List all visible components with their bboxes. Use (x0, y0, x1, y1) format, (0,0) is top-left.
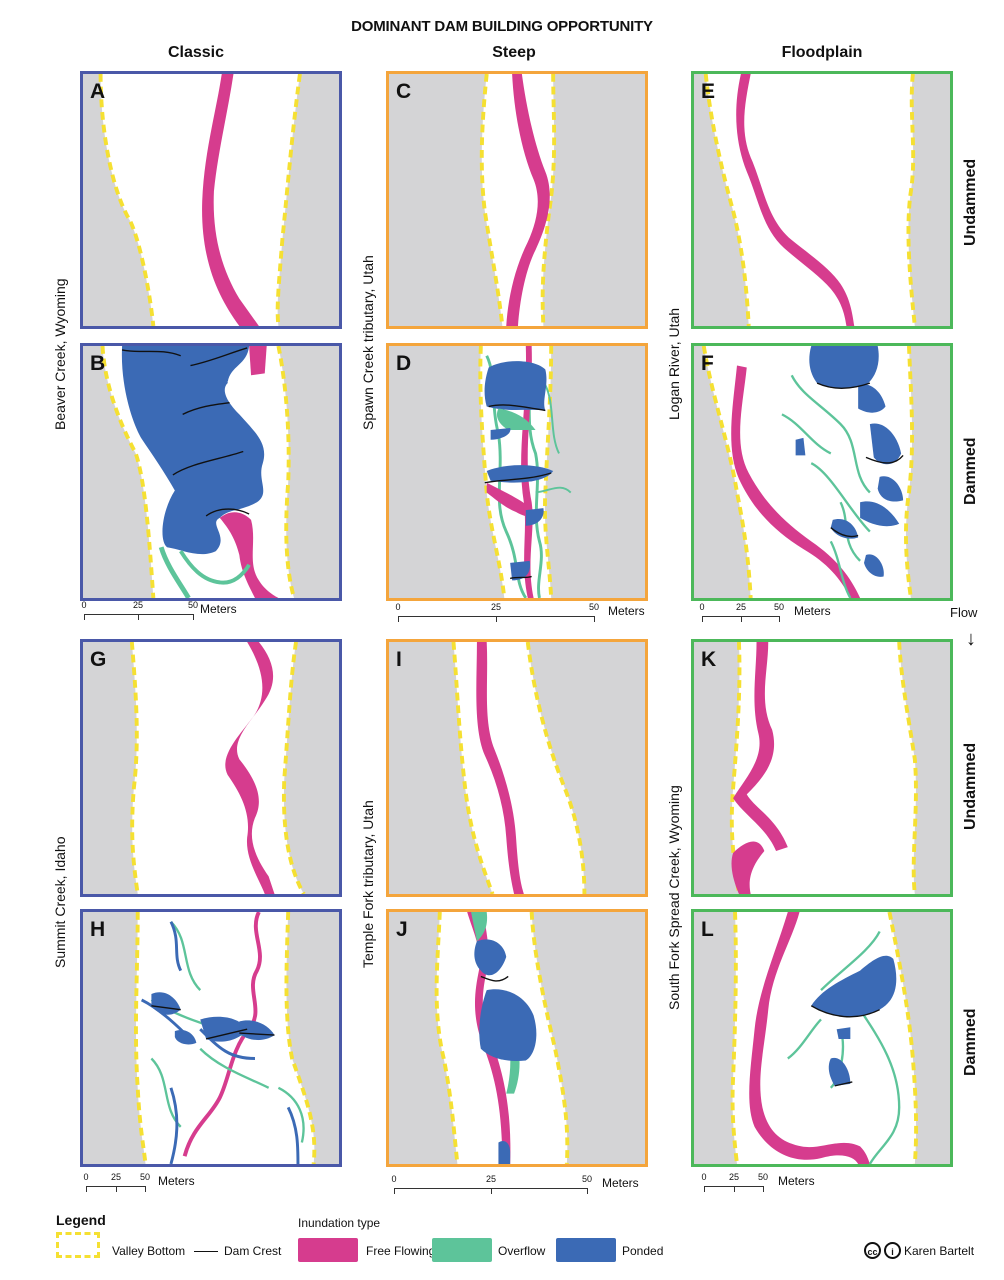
panel-g: G (80, 639, 342, 897)
panel-label-e: E (701, 80, 716, 103)
legend-ponded-label: Ponded (622, 1244, 664, 1258)
column-header-floodplain: Floodplain (781, 44, 863, 61)
legend-free-flowing-swatch (298, 1238, 358, 1262)
scale-bar-steep-top: 0 25 50 Meters (395, 602, 658, 638)
row-label-dammed-2: Dammed (962, 1008, 979, 1076)
panel-l-map (694, 912, 950, 1164)
scale-bar-steep-bottom: 0 25 50 Meters (391, 1174, 654, 1210)
legend-dam-crest-label: Dam Crest (224, 1244, 282, 1258)
legend-ponded-swatch (556, 1238, 616, 1262)
panel-label-b: B (90, 352, 106, 375)
panel-k: K (691, 639, 953, 897)
panel-b-map (83, 346, 339, 598)
credit: cc i Karen Bartelt (864, 1242, 974, 1259)
panel-label-l: L (701, 918, 714, 941)
panel-h-map (83, 912, 339, 1164)
panel-label-a: A (90, 80, 106, 103)
panel-f: F (691, 343, 953, 601)
figure-title: DOMINANT DAM BUILDING OPPORTUNITY (351, 18, 653, 35)
panel-label-i: I (396, 648, 402, 671)
legend-overflow-label: Overflow (498, 1244, 546, 1258)
panel-label-k: K (701, 648, 717, 671)
panel-h: H (80, 909, 342, 1167)
panel-label-f: F (701, 352, 714, 375)
site-label-logan-river: Logan River, Utah (666, 307, 682, 420)
panel-d: D (386, 343, 648, 601)
panel-j-map (389, 912, 645, 1164)
panel-g-map (83, 642, 339, 894)
panel-k-map (694, 642, 950, 894)
panel-i: I (386, 639, 648, 897)
panel-f-map (694, 346, 950, 598)
panel-a: A (80, 71, 342, 329)
legend-valley-bottom-label: Valley Bottom (112, 1244, 186, 1258)
row-label-dammed-1: Dammed (962, 437, 979, 505)
panel-c: C (386, 71, 648, 329)
panel-label-c: C (396, 80, 412, 103)
panel-c-map (389, 74, 645, 326)
panel-label-j: J (396, 918, 408, 941)
scale-bar-floodplain-bottom: 0 25 50 Meters (701, 1172, 844, 1208)
legend-overflow-swatch (432, 1238, 492, 1262)
attribution-icon: i (884, 1242, 901, 1259)
panel-label-d: D (396, 352, 412, 375)
panel-b: B (80, 343, 342, 601)
creative-commons-icon: cc (864, 1242, 881, 1259)
legend-valley-bottom-swatch (56, 1232, 100, 1258)
site-label-spawn-creek: Spawn Creek tributary, Utah (360, 255, 376, 430)
panel-i-map (389, 642, 645, 894)
legend-title: Legend (56, 1212, 106, 1228)
panel-j: J (386, 909, 648, 1167)
site-label-temple-fork: Temple Fork tributary, Utah (360, 800, 376, 968)
flow-arrow-icon: ↓ (966, 628, 976, 650)
scale-bar-floodplain-top: 0 25 50 Meters (699, 602, 872, 638)
legend-free-flowing-label: Free Flowing (366, 1244, 436, 1258)
panel-a-map (83, 74, 339, 326)
scale-bar-classic-bottom: 0 25 50 Meters (83, 1172, 216, 1208)
row-label-undammed-2: Undammed (962, 742, 979, 830)
scale-bar-classic-top: 0 25 50 Meters (81, 600, 254, 636)
flow-label: Flow (950, 605, 978, 620)
site-label-south-fork-spread-creek: South Fork Spread Creek, Wyoming (666, 785, 682, 1010)
site-label-summit-creek: Summit Creek, Idaho (52, 836, 68, 969)
legend-dam-crest-swatch (194, 1251, 218, 1252)
panel-label-g: G (90, 648, 107, 671)
panel-e-map (694, 74, 950, 326)
panel-l: L (691, 909, 953, 1167)
panel-d-map (389, 346, 645, 598)
panel-label-h: H (90, 918, 106, 941)
inundation-type-title: Inundation type (298, 1216, 381, 1230)
panel-e: E (691, 71, 953, 329)
site-label-beaver-creek: Beaver Creek, Wyoming (52, 278, 68, 430)
column-header-steep: Steep (492, 44, 536, 61)
row-label-undammed-1: Undammed (962, 158, 979, 246)
column-header-classic: Classic (167, 44, 225, 61)
credit-author: Karen Bartelt (904, 1243, 975, 1258)
